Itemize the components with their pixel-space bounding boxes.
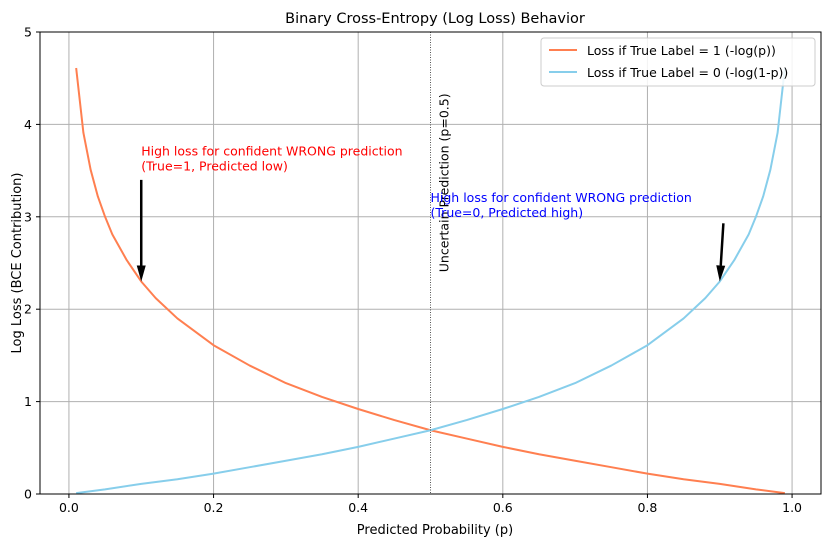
legend-box [540,37,816,87]
series-line-1 [76,67,786,495]
annotation-true0-arrow-head [716,265,726,282]
legend-label-series-0: Loss if True Label = 1 (-log(p)) [587,43,776,58]
uncertain-vline-label: Uncertain Prediction (p=0.5) [437,93,452,272]
plot-series: Uncertain Prediction (p=0.5) [75,32,786,495]
x-tick-label: 0.6 [493,500,513,515]
x-tick-label: 0.2 [204,500,224,515]
legend-label-series-1: Loss if True Label = 0 (-log(1-p)) [587,65,788,80]
y-tick-label: 2 [24,302,32,317]
y-tick-label: 5 [24,25,32,40]
annotation-true1-text: (True=1, Predicted low) [141,159,288,174]
annotation-true0-arrow-shaft [719,223,725,266]
y-tick-label: 1 [24,394,32,409]
annotation-true0-text: (True=0, Predicted high) [431,205,584,220]
y-tick-label: 0 [24,487,32,502]
x-tick-label: 0.8 [637,500,657,515]
annotation-true0-text: High loss for confident WRONG prediction [431,190,692,205]
annotation-true1-arrow-head [136,265,146,282]
series-line-0 [75,67,785,495]
x-tick-label: 0.0 [59,500,79,515]
x-tick-label: 1.0 [782,500,802,515]
chart-title: Binary Cross-Entropy (Log Loss) Behavior [285,11,585,27]
legend: Loss if True Label = 1 (-log(p)) Loss if… [540,37,816,87]
annotations: High loss for confident WRONG prediction… [136,144,726,282]
y-tick-label: 4 [24,117,32,132]
annotation-true1-text: High loss for confident WRONG prediction [141,144,402,159]
plot-frame [39,31,822,495]
y-axis-label: Log Loss (BCE Contribution) [10,173,25,354]
x-tick-label: 0.4 [348,500,368,515]
y-tick-label: 3 [24,209,32,224]
x-axis-label: Predicted Probability (p) [357,523,513,538]
axis-ticks: 0.0 0.2 0.4 0.6 0.8 1.0 0 1 2 3 4 5 [24,25,802,516]
